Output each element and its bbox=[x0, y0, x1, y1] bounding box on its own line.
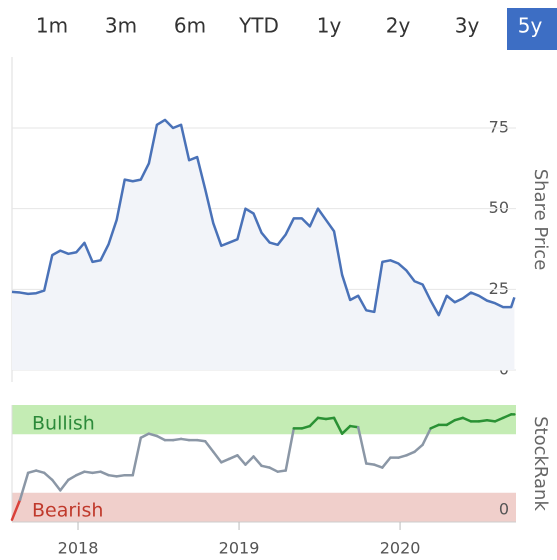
rank-line-segment bbox=[493, 416, 505, 423]
tab[interactable]: 5y bbox=[518, 14, 543, 38]
price-line bbox=[11, 118, 516, 317]
rank-line-segment bbox=[75, 470, 86, 477]
rank-line-segment bbox=[10, 498, 22, 521]
tab[interactable]: 2y bbox=[386, 14, 411, 38]
y-tick-label: 0 bbox=[499, 500, 509, 519]
rank-line-segment bbox=[461, 416, 473, 423]
rank-line-segment bbox=[413, 443, 424, 454]
rank-line-segment bbox=[445, 418, 457, 427]
rank-line-segment bbox=[203, 440, 215, 454]
rank-line-segment bbox=[26, 469, 38, 475]
rank-line-segment bbox=[195, 438, 207, 443]
rank-line-segment bbox=[340, 424, 352, 435]
rank-line-segment bbox=[405, 450, 416, 457]
rank-line-segment bbox=[501, 413, 513, 420]
y-tick-label: 50 bbox=[489, 198, 509, 217]
rank-line-segment bbox=[18, 471, 30, 502]
rank-line-segment bbox=[171, 437, 183, 442]
rank-line-segment bbox=[115, 473, 126, 478]
rank-line-segment bbox=[252, 455, 263, 468]
rank-line-segment bbox=[324, 416, 336, 421]
rank-band bbox=[12, 405, 516, 435]
tab-selected-bg[interactable] bbox=[507, 8, 557, 50]
rank-line-segment bbox=[147, 432, 159, 438]
rank-line-segment bbox=[284, 427, 296, 472]
rank-line-segment bbox=[477, 418, 489, 423]
rank-line-segment bbox=[131, 436, 143, 477]
rank-line-segment bbox=[364, 462, 376, 466]
tab[interactable]: 1m bbox=[36, 14, 68, 38]
rank-line-segment bbox=[83, 470, 94, 475]
price-area bbox=[12, 119, 515, 370]
tab[interactable]: YTD bbox=[238, 14, 279, 38]
rank-line-segment bbox=[51, 478, 62, 492]
rank-line-segment bbox=[42, 471, 54, 482]
rank-line-segment bbox=[421, 427, 432, 447]
x-tick-label: 2018 bbox=[58, 539, 99, 558]
rank-line-segment bbox=[220, 457, 231, 464]
rank-line-segment bbox=[453, 416, 465, 422]
rank-line-segment bbox=[155, 434, 167, 442]
rank-band bbox=[12, 492, 516, 522]
rank-line-segment bbox=[228, 454, 239, 461]
y-axis-title: StockRank bbox=[530, 416, 551, 511]
rank-line-segment bbox=[356, 425, 368, 465]
x-tick-label: 2020 bbox=[380, 539, 421, 558]
rank-line-segment bbox=[276, 469, 287, 473]
rank-line-segment bbox=[99, 470, 110, 477]
y-axis-title: Share Price bbox=[530, 169, 551, 271]
rank-line-segment bbox=[308, 416, 320, 428]
tab[interactable]: 6m bbox=[174, 14, 206, 38]
rank-line-segment bbox=[332, 416, 344, 435]
band-label: Bullish bbox=[32, 413, 95, 435]
band-label: Bearish bbox=[32, 500, 103, 522]
rank-line-segment bbox=[485, 418, 497, 423]
rank-line-segment bbox=[397, 454, 408, 459]
rank-line-segment bbox=[91, 470, 102, 475]
tab[interactable]: 3y bbox=[455, 14, 480, 38]
y-tick-label: 75 bbox=[489, 117, 509, 136]
rank-line-segment bbox=[260, 464, 271, 469]
rank-line-segment bbox=[59, 478, 70, 492]
rank-line-segment bbox=[236, 454, 247, 466]
rank-line-segment bbox=[268, 466, 279, 473]
rank-line-segment bbox=[107, 473, 118, 478]
rank-line-segment bbox=[429, 423, 440, 430]
tab[interactable]: 3m bbox=[105, 14, 137, 38]
y-tick-label: 25 bbox=[489, 279, 509, 298]
rank-line-segment bbox=[179, 437, 191, 442]
rank-line-segment bbox=[300, 424, 312, 430]
rank-line-segment bbox=[373, 463, 384, 469]
x-tick-label: 2019 bbox=[219, 539, 260, 558]
rank-line-segment bbox=[244, 455, 255, 466]
tab[interactable]: 1y bbox=[317, 14, 342, 38]
rank-line-segment bbox=[212, 450, 223, 464]
rank-line-segment bbox=[381, 456, 392, 469]
rank-line-segment bbox=[348, 424, 360, 429]
rank-line-segment bbox=[34, 469, 46, 475]
rank-line-segment bbox=[316, 416, 328, 421]
rank-line-segment bbox=[67, 473, 78, 482]
rank-line-segment bbox=[139, 432, 151, 440]
